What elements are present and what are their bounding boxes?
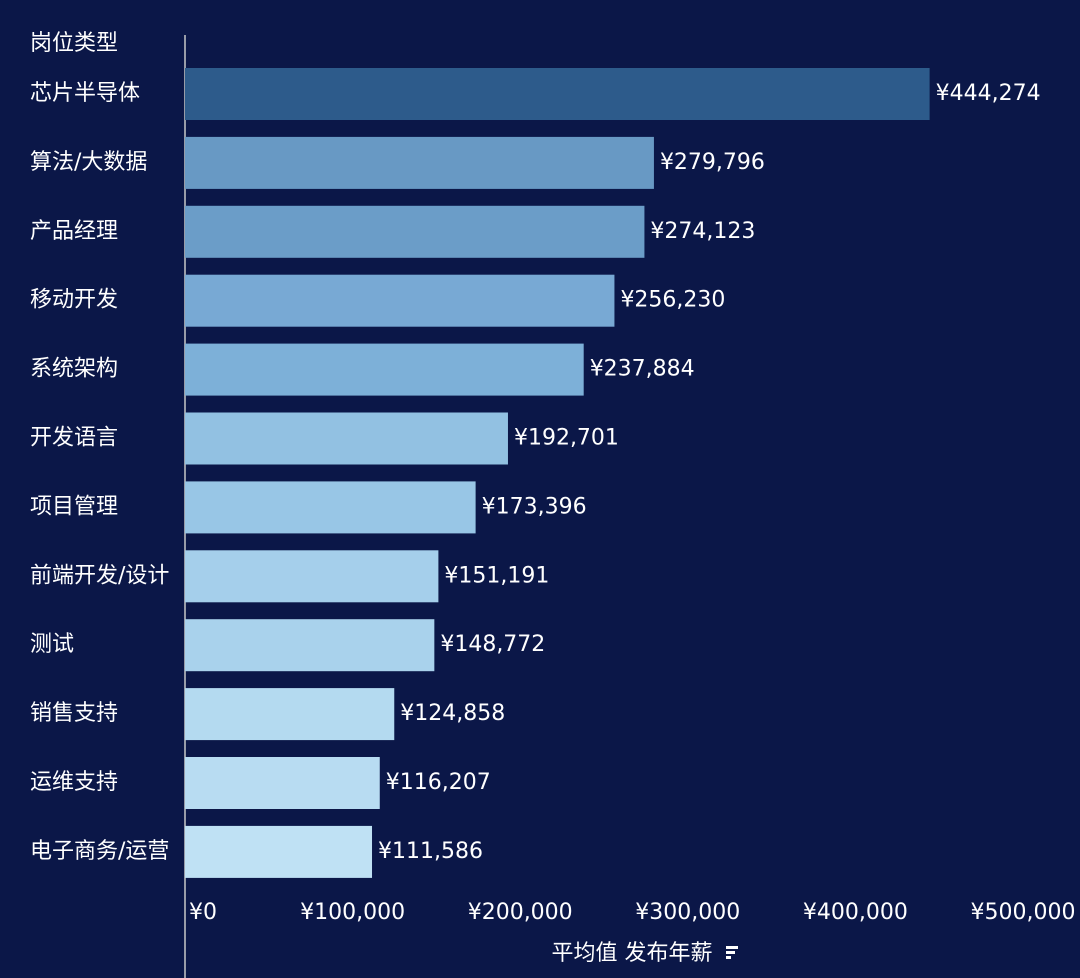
- x-axis-title: 平均值 发布年薪: [552, 941, 713, 966]
- value-label: ¥151,191: [444, 563, 549, 588]
- bar: [185, 136, 654, 189]
- bar: [185, 412, 508, 465]
- x-tick-label: ¥500,000: [971, 900, 1076, 925]
- bar: [185, 825, 373, 878]
- value-label: ¥111,586: [378, 839, 483, 864]
- bar: [185, 274, 615, 327]
- y-tick-label: 测试: [30, 632, 74, 657]
- value-label: ¥444,274: [936, 81, 1041, 106]
- value-label: ¥279,796: [660, 150, 765, 175]
- filter-icon: [726, 946, 738, 959]
- y-tick-label: 系统架构: [30, 357, 118, 382]
- bar: [185, 757, 380, 809]
- y-tick-label: 项目管理: [30, 494, 118, 519]
- value-label: ¥256,230: [620, 288, 725, 313]
- x-tick-label: ¥200,000: [468, 900, 573, 925]
- value-label: ¥148,772: [440, 632, 545, 657]
- y-axis-title: 岗位类型: [30, 31, 118, 56]
- y-tick-label: 电子商务/运营: [30, 839, 169, 864]
- y-tick-label: 算法/大数据: [30, 150, 147, 175]
- bar: [185, 205, 645, 258]
- bar: [185, 481, 476, 534]
- value-label: ¥173,396: [482, 494, 587, 519]
- y-tick-label: 销售支持: [30, 701, 118, 726]
- value-label: ¥192,701: [514, 426, 619, 451]
- value-label: ¥116,207: [386, 770, 491, 795]
- y-tick-label: 运维支持: [30, 770, 118, 795]
- x-tick-label: ¥300,000: [635, 900, 740, 925]
- x-tick-label: ¥100,000: [300, 900, 405, 925]
- value-label: ¥274,123: [650, 219, 755, 244]
- y-tick-label: 开发语言: [30, 426, 118, 451]
- x-tick-label: ¥400,000: [803, 900, 908, 925]
- y-tick-label: 芯片半导体: [30, 81, 140, 106]
- value-label: ¥237,884: [590, 357, 695, 382]
- y-tick-label: 前端开发/设计: [30, 563, 169, 588]
- y-tick-label: 产品经理: [30, 219, 118, 244]
- bar: [185, 343, 584, 396]
- bar: [185, 619, 435, 672]
- x-tick-label: ¥0: [189, 900, 217, 925]
- bar: [185, 68, 930, 120]
- y-tick-label: 移动开发: [30, 288, 118, 313]
- bar: [185, 688, 395, 741]
- value-label: ¥124,858: [400, 701, 505, 726]
- bar: [185, 550, 439, 603]
